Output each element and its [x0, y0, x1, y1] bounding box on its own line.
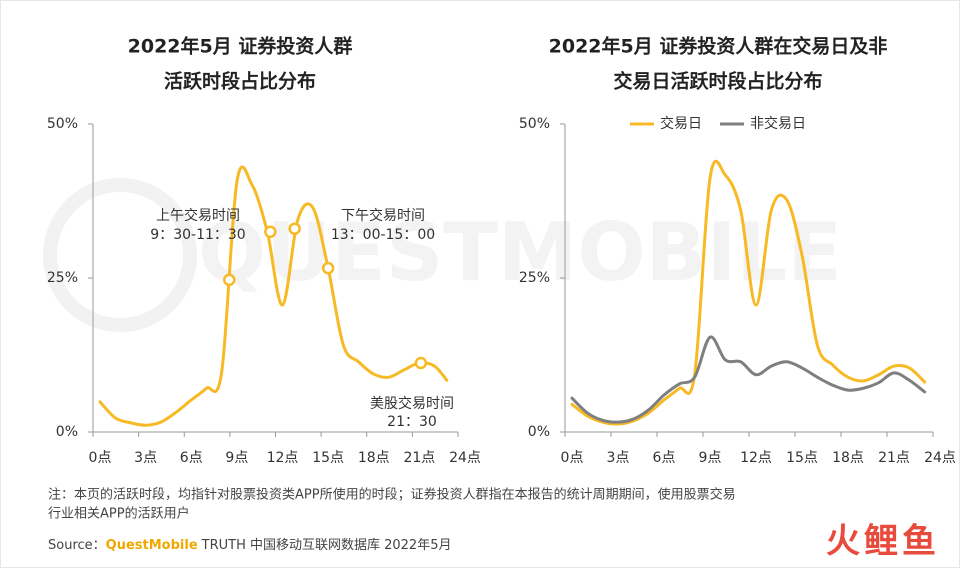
y-tick-label: 50%: [519, 116, 550, 132]
legend-label: 交易日: [660, 115, 702, 132]
marker: [288, 222, 301, 235]
x-tick-label: 24点: [449, 450, 481, 466]
x-tick-label: 6点: [653, 450, 676, 466]
x-tick-label: 15点: [786, 450, 818, 466]
annotation: 13：00-15：00: [331, 227, 435, 243]
x-tick-label: 24点: [924, 450, 956, 466]
annotation: 上午交易时间: [156, 207, 240, 224]
line: [570, 335, 927, 424]
annotation: 9：30-11：30: [150, 227, 245, 243]
x-tick-label: 9点: [225, 450, 248, 466]
line: [570, 159, 927, 426]
x-tick-label: 18点: [832, 450, 864, 466]
marker: [264, 225, 277, 239]
chart-title: 交易日活跃时段占比分布: [613, 70, 822, 93]
y-tick-label: 50%: [47, 116, 78, 132]
brand: QuestMobile: [106, 538, 198, 553]
chart-title: 活跃时段占比分布: [164, 70, 316, 93]
note: 行业相关APP的活跃用户: [48, 506, 190, 522]
annotation: 21：30: [387, 414, 437, 430]
x-tick-label: 0点: [89, 450, 112, 466]
x-tick-label: 0点: [561, 450, 584, 466]
x-tick-label: 18点: [358, 450, 390, 466]
x-tick-label: 12点: [267, 450, 299, 466]
marker: [414, 356, 428, 370]
x-tick-label: 3点: [607, 450, 630, 466]
annotation: 下午交易时间: [341, 207, 425, 224]
y-tick-label: 0%: [528, 424, 550, 440]
legend-label: 非交易日: [750, 115, 806, 132]
source-label: Source：: [48, 538, 106, 553]
marker: [223, 273, 236, 287]
y-tick-label: 25%: [47, 270, 78, 286]
watermark-ring: [43, 178, 197, 332]
logo: 火鲤鱼: [826, 522, 940, 562]
note: 注：本页的活跃时段，均指针对股票投资类APP所使用的时段；证券投资人群指在本报告…: [48, 487, 736, 503]
source: Source：QuestMobile TRUTH 中国移动互联网数据库 2022年…: [48, 537, 451, 553]
annotation: 美股交易时间: [370, 395, 454, 412]
x-tick-label: 21点: [403, 450, 435, 466]
source-text: TRUTH 中国移动互联网数据库 2022年5月: [201, 537, 452, 553]
x-tick-label: 12点: [740, 450, 772, 466]
x-tick-label: 6点: [180, 450, 203, 466]
y-tick-label: 25%: [519, 270, 550, 286]
chart-title: 2022年5月 证券投资人群: [128, 35, 353, 58]
x-tick-label: 15点: [312, 450, 344, 466]
x-tick-label: 9点: [699, 450, 722, 466]
y-tick-label: 0%: [56, 424, 78, 440]
x-tick-label: 3点: [134, 450, 157, 466]
x-tick-label: 21点: [878, 450, 910, 466]
chart-title: 2022年5月 证券投资人群在交易日及非: [549, 35, 888, 58]
marker: [321, 261, 335, 275]
watermark: QUESTMOBILE: [198, 206, 842, 299]
line: [98, 165, 449, 427]
